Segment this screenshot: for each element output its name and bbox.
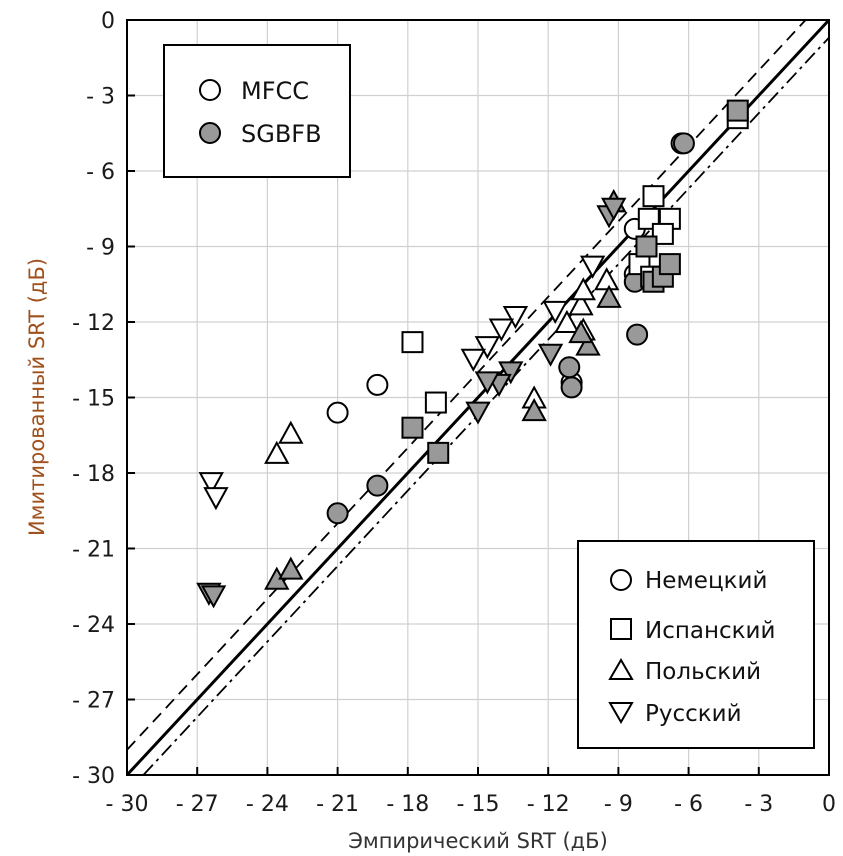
data-point-square <box>424 391 447 414</box>
y-tick-label: - 12 <box>72 311 115 336</box>
x-tick-label: - 3 <box>744 792 773 817</box>
data-point-triangle-down <box>537 343 564 367</box>
feature-legend-box <box>163 44 351 178</box>
x-axis-title: Эмпирический SRT (дБ) <box>348 829 608 853</box>
data-point-circle <box>366 373 389 396</box>
reference-line-dashed <box>126 19 807 751</box>
legend-sgbfb-marker <box>199 122 221 144</box>
data-point-square <box>427 441 450 464</box>
data-point-circle <box>558 356 581 379</box>
x-tick-label: - 24 <box>246 792 289 817</box>
data-point-circle <box>366 474 389 497</box>
data-point-triangle-up <box>521 398 547 422</box>
data-point-triangle-up <box>278 556 304 580</box>
y-tick-label: - 9 <box>86 236 115 261</box>
y-tick-label: - 24 <box>72 613 115 638</box>
data-point-square <box>635 235 658 258</box>
y-tick-label: - 6 <box>86 160 115 185</box>
data-point-triangle-down <box>474 336 501 360</box>
data-point-triangle-up <box>264 440 290 464</box>
data-point-triangle-down <box>579 255 606 279</box>
x-tick-label: 0 <box>822 792 836 817</box>
legend-russian-label: Русский <box>645 701 742 727</box>
data-point-square <box>651 222 674 245</box>
data-point-triangle-down <box>498 361 524 385</box>
data-point-triangle-down <box>474 371 501 395</box>
data-point-triangle-down <box>203 487 229 511</box>
legend-mfcc-label: MFCC <box>241 77 309 105</box>
y-tick-label: - 27 <box>72 689 115 714</box>
data-point-circle <box>326 502 349 525</box>
data-point-triangle-up <box>594 267 620 291</box>
data-point-triangle-up <box>568 292 594 316</box>
data-point-triangle-down <box>601 197 627 221</box>
x-tick-label: - 18 <box>386 792 429 817</box>
legend-mfcc-marker <box>199 79 221 101</box>
data-point-triangle-down <box>198 472 224 496</box>
legend-sgbfb-label: SGBFB <box>241 120 322 148</box>
data-point-triangle-down <box>460 348 487 372</box>
ticks: - 30- 27- 24- 21- 18- 15- 12- 9- 6- 3 00-… <box>72 9 836 817</box>
data-point-triangle-up <box>575 332 601 356</box>
data-point-square <box>726 99 749 122</box>
legend-triangle-down-marker <box>608 702 634 724</box>
legend-polish-label: Польский <box>645 659 761 685</box>
legend-square-marker <box>610 618 632 640</box>
y-tick-label: 0 <box>101 9 115 34</box>
y-tick-label: - 21 <box>72 538 115 563</box>
reference-line-dashdot <box>142 37 830 776</box>
data-point-square <box>658 253 681 276</box>
data-point-triangle-down <box>502 305 529 330</box>
y-axis-title: Имитированный SRT (дБ) <box>25 258 49 536</box>
data-point-triangle-down <box>465 401 491 425</box>
y-tick-label: - 30 <box>72 764 115 789</box>
data-point-triangle-down <box>488 318 515 342</box>
x-tick-label: - 9 <box>604 792 633 817</box>
data-point-circle <box>626 323 649 346</box>
data-point-square <box>401 331 424 354</box>
data-point-triangle-down <box>542 300 568 325</box>
feature-legend: MFCC SGBFB <box>163 44 351 178</box>
language-legend: Немецкий Испанский Польский Русский <box>577 540 815 749</box>
x-tick-label: - 21 <box>316 792 359 817</box>
data-point-circle <box>560 376 583 399</box>
legend-spanish-label: Испанский <box>645 618 775 644</box>
data-point-triangle-up <box>278 420 304 444</box>
reference-line-solid <box>125 18 831 777</box>
data-point-triangle-down <box>200 585 227 609</box>
y-tick-label: - 18 <box>72 462 115 487</box>
x-tick-label: - 12 <box>527 792 570 817</box>
x-tick-label: - 27 <box>176 792 219 817</box>
data-point-square <box>642 185 665 208</box>
data-points <box>196 99 749 609</box>
data-point-triangle-up <box>570 277 596 301</box>
legend-german-label: Немецкий <box>645 568 767 594</box>
data-point-triangle-up <box>568 319 594 344</box>
data-point-circle <box>672 132 695 155</box>
x-tick-label: - 6 <box>674 792 703 817</box>
data-point-triangle-up <box>554 309 580 333</box>
x-tick-label: - 30 <box>106 792 149 817</box>
legend-circle-marker <box>610 569 632 591</box>
x-tick-label: - 15 <box>457 792 500 817</box>
y-tick-label: - 15 <box>72 387 115 412</box>
data-point-circle <box>326 401 349 424</box>
data-point-square <box>401 416 424 439</box>
legend-triangle-up-marker <box>608 658 634 680</box>
reference-lines <box>125 18 831 777</box>
y-tick-label: - 3 <box>86 85 115 110</box>
data-point-triangle-up <box>596 284 622 308</box>
